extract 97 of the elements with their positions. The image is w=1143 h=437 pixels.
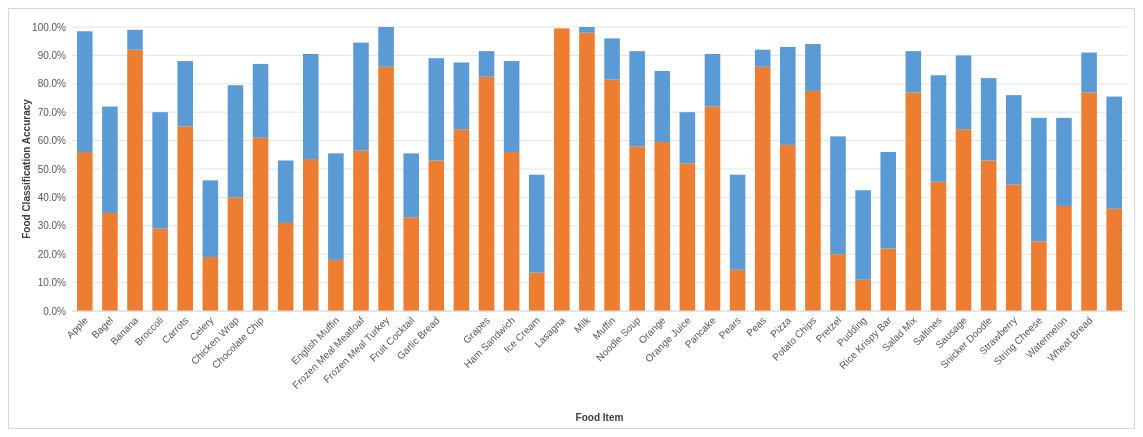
bar: [905, 92, 922, 311]
y-tick-label: 40.0%: [37, 191, 67, 203]
bar: [227, 85, 244, 198]
y-tick-label: 60.0%: [37, 135, 67, 147]
bar: [302, 53, 319, 160]
bar: [177, 126, 194, 311]
bar: [780, 144, 796, 311]
bar: [1056, 205, 1072, 311]
bar: [302, 159, 319, 311]
bar: [729, 174, 746, 270]
bar: [579, 32, 595, 311]
bar: [478, 51, 495, 77]
bar: [654, 142, 671, 311]
bar: [77, 31, 93, 152]
bar: [880, 151, 897, 249]
bar: [152, 228, 168, 311]
bar: [202, 180, 219, 258]
x-axis-title: Food Item: [575, 412, 624, 423]
y-tick-label: 50.0%: [37, 163, 67, 175]
bar: [1106, 208, 1122, 311]
bar: [654, 71, 671, 143]
bar: [955, 129, 972, 311]
bar: [277, 160, 294, 223]
bar: [127, 49, 143, 311]
bar: [830, 136, 846, 255]
bar: [1005, 184, 1022, 311]
bar: [403, 153, 419, 218]
bar: [955, 55, 972, 130]
bar: [1005, 95, 1022, 185]
y-tick-label: 100.0%: [32, 21, 67, 33]
bar: [453, 62, 470, 130]
bar: [554, 28, 570, 311]
bar: [905, 51, 922, 93]
bar: [102, 106, 118, 214]
bar: [378, 27, 394, 67]
bar: [503, 151, 520, 311]
bar: [252, 137, 269, 311]
y-tick-label: 90.0%: [37, 49, 67, 61]
bar: [980, 78, 997, 161]
bar: [127, 29, 143, 50]
bar: [780, 46, 796, 145]
bar: [328, 153, 344, 260]
bar: [378, 66, 394, 311]
bar: [403, 217, 419, 311]
x-tick-label: Milk: [572, 313, 594, 335]
bar: [704, 106, 721, 311]
bar: [478, 76, 495, 311]
bar: [252, 63, 269, 138]
bar: [353, 150, 369, 311]
bar: [880, 248, 897, 311]
bar: [704, 53, 721, 107]
bar: [679, 112, 696, 164]
bar: [528, 272, 545, 311]
bar: [1081, 52, 1097, 93]
bar: [453, 129, 470, 311]
y-tick-label: 80.0%: [37, 78, 67, 90]
y-tick-label: 0.0%: [43, 305, 67, 317]
bar: [428, 58, 445, 161]
bar: [629, 146, 645, 311]
bar: [980, 160, 997, 311]
bar: [679, 163, 696, 311]
bar: [1031, 241, 1047, 311]
bar: [805, 44, 821, 91]
bar: [629, 51, 645, 147]
bar: [604, 79, 620, 311]
bar: [277, 222, 294, 311]
bar: [604, 38, 620, 80]
bar: [930, 75, 947, 182]
bar: [855, 279, 871, 311]
y-axis-title: Food Classification Accuracy: [21, 98, 32, 239]
bar: [77, 151, 93, 311]
y-tick-label: 20.0%: [37, 248, 67, 260]
y-tick-label: 30.0%: [37, 220, 67, 232]
bar: [353, 42, 369, 151]
bar: [503, 61, 520, 152]
y-tick-label: 70.0%: [37, 106, 67, 118]
bar: [1031, 117, 1047, 242]
y-tick-label: 10.0%: [37, 277, 67, 289]
bar: [830, 254, 846, 311]
bar: [328, 259, 344, 311]
bar: [754, 66, 771, 311]
bar: [579, 27, 595, 33]
bar: [855, 190, 871, 280]
bar: [152, 112, 168, 229]
bar: [528, 174, 545, 273]
bar: [754, 49, 771, 67]
bar: [729, 269, 746, 311]
bar: [428, 160, 445, 311]
bar: [202, 257, 219, 311]
bar: [1106, 96, 1122, 209]
bar: [1081, 92, 1097, 311]
bar: [1056, 117, 1072, 206]
bar: [102, 213, 118, 311]
bar: [805, 90, 821, 311]
bar: [930, 181, 947, 311]
bar: [227, 197, 244, 311]
bar: [177, 61, 194, 127]
